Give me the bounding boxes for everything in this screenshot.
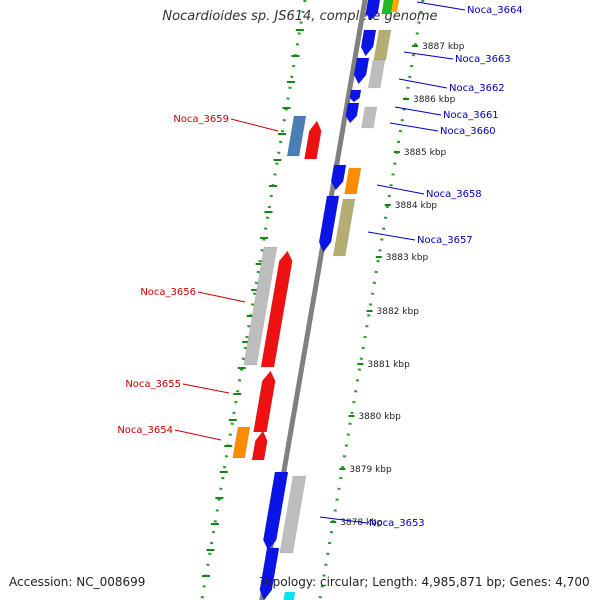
topology-label: Topology: circular; Length: 4,985,871 bp… [260, 575, 590, 589]
gene-arrow [365, 0, 381, 21]
gene-arrow [318, 195, 340, 253]
gene-label: Noca_3655 [125, 379, 181, 390]
gene-arrow [263, 471, 289, 551]
scale-tick-label: 3882 kbp [377, 307, 420, 317]
dotted-guide-line [200, 0, 307, 600]
gene-arrow [279, 475, 307, 554]
gene-arrow [330, 164, 347, 191]
gene-label-leader [319, 516, 368, 524]
gene-label: Noca_3661 [443, 110, 499, 121]
gene-label-leader [367, 231, 416, 241]
gene-arrow [345, 102, 360, 124]
gene-arrow [259, 547, 280, 600]
gene-arrow [304, 120, 322, 160]
scale-tick-label: 3885 kbp [404, 148, 447, 158]
gene-label: Noca_3654 [117, 425, 173, 436]
gene-label: Noca_3657 [417, 235, 473, 246]
gene-arrow [243, 246, 278, 366]
scale-tick-label: 3880 kbp [358, 412, 401, 422]
gene-arrow [283, 591, 296, 600]
gene-arrow [260, 250, 293, 368]
gene-label: Noca_3660 [440, 126, 496, 137]
gene-label-leader [389, 122, 439, 132]
gene-arrow [373, 29, 392, 61]
scale-tick-label: 3886 kbp [413, 95, 456, 105]
gene-label: Noca_3653 [369, 518, 425, 529]
gene-label-leader [376, 184, 425, 195]
gene-arrow [251, 430, 268, 461]
gene-arrow [381, 0, 395, 15]
gene-label: Noca_3663 [455, 54, 511, 65]
scale-tick-label: 3879 kbp [349, 465, 392, 475]
scale-tick-label: 3883 kbp [386, 253, 429, 263]
gene-arrow [344, 167, 362, 195]
gene-arrow [349, 89, 362, 103]
gene-arrow [360, 29, 377, 57]
gene-arrow [367, 59, 386, 89]
gene-arrow [390, 0, 400, 13]
scale-tick-label: 3887 kbp [422, 42, 465, 52]
gene-label: Noca_3658 [426, 189, 482, 200]
gene-label-leader [403, 51, 454, 60]
gene-label-leader [182, 383, 230, 394]
gene-label-leader [394, 106, 442, 116]
gene-label: Noca_3664 [467, 5, 523, 16]
gene-arrow [353, 57, 370, 85]
gene-label: Noca_3659 [173, 114, 229, 125]
gene-arrow [253, 370, 276, 433]
accession-label: Accession: NC_008699 [9, 575, 146, 589]
gene-arrow [232, 426, 251, 459]
gene-arrow [286, 115, 307, 157]
gene-label-leader [174, 429, 222, 441]
scale-tick-label: 3881 kbp [367, 360, 410, 370]
gene-arrow [361, 106, 378, 129]
gene-label-leader [416, 1, 466, 11]
dotted-guide-line [318, 0, 425, 600]
gene-arrow [332, 198, 356, 257]
gene-label: Noca_3662 [449, 83, 505, 94]
gene-label: Noca_3656 [140, 287, 196, 298]
gene-label-leader [398, 78, 448, 89]
scale-tick-label: 3884 kbp [395, 201, 438, 211]
gene-label-leader [197, 291, 246, 303]
gene-label-leader [230, 118, 279, 132]
scale-tick-label: 3878 kbp [340, 518, 383, 528]
